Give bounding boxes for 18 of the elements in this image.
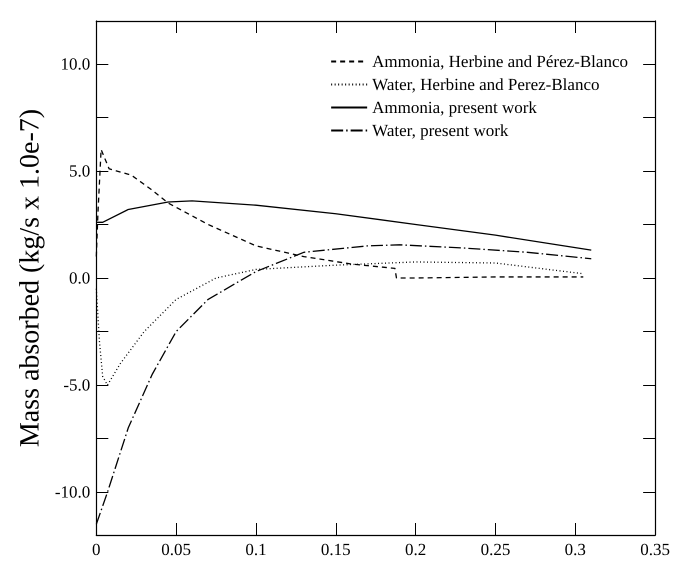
- y-tick-label: 0.0: [69, 268, 90, 288]
- x-tick-label: 0.05: [161, 540, 192, 559]
- legend-label: Ammonia, Herbine and Pérez-Blanco: [372, 52, 628, 71]
- y-axis-title: Mass absorbed (kg/s x 1.0e-7): [14, 108, 46, 448]
- x-tick-label: 0: [92, 540, 101, 559]
- y-tick-label: -5.0: [63, 376, 90, 395]
- x-tick-label: 0.2: [405, 540, 426, 559]
- y-tick-label: -10.0: [54, 482, 90, 502]
- x-tick-label: 0.15: [320, 540, 351, 559]
- y-tick-label: 5.0: [69, 161, 90, 180]
- y-tick-label: 10.0: [60, 54, 90, 74]
- x-tick-label: 0.35: [640, 540, 670, 559]
- legend-label: Ammonia, present work: [372, 98, 538, 117]
- x-tick-label: 0.25: [480, 540, 510, 559]
- legend-label: Water, Herbine and Perez-Blanco: [372, 75, 600, 94]
- x-tick-label: 0.3: [564, 540, 586, 559]
- legend-label: Water, present work: [372, 121, 509, 140]
- x-tick-label: 0.1: [245, 540, 267, 559]
